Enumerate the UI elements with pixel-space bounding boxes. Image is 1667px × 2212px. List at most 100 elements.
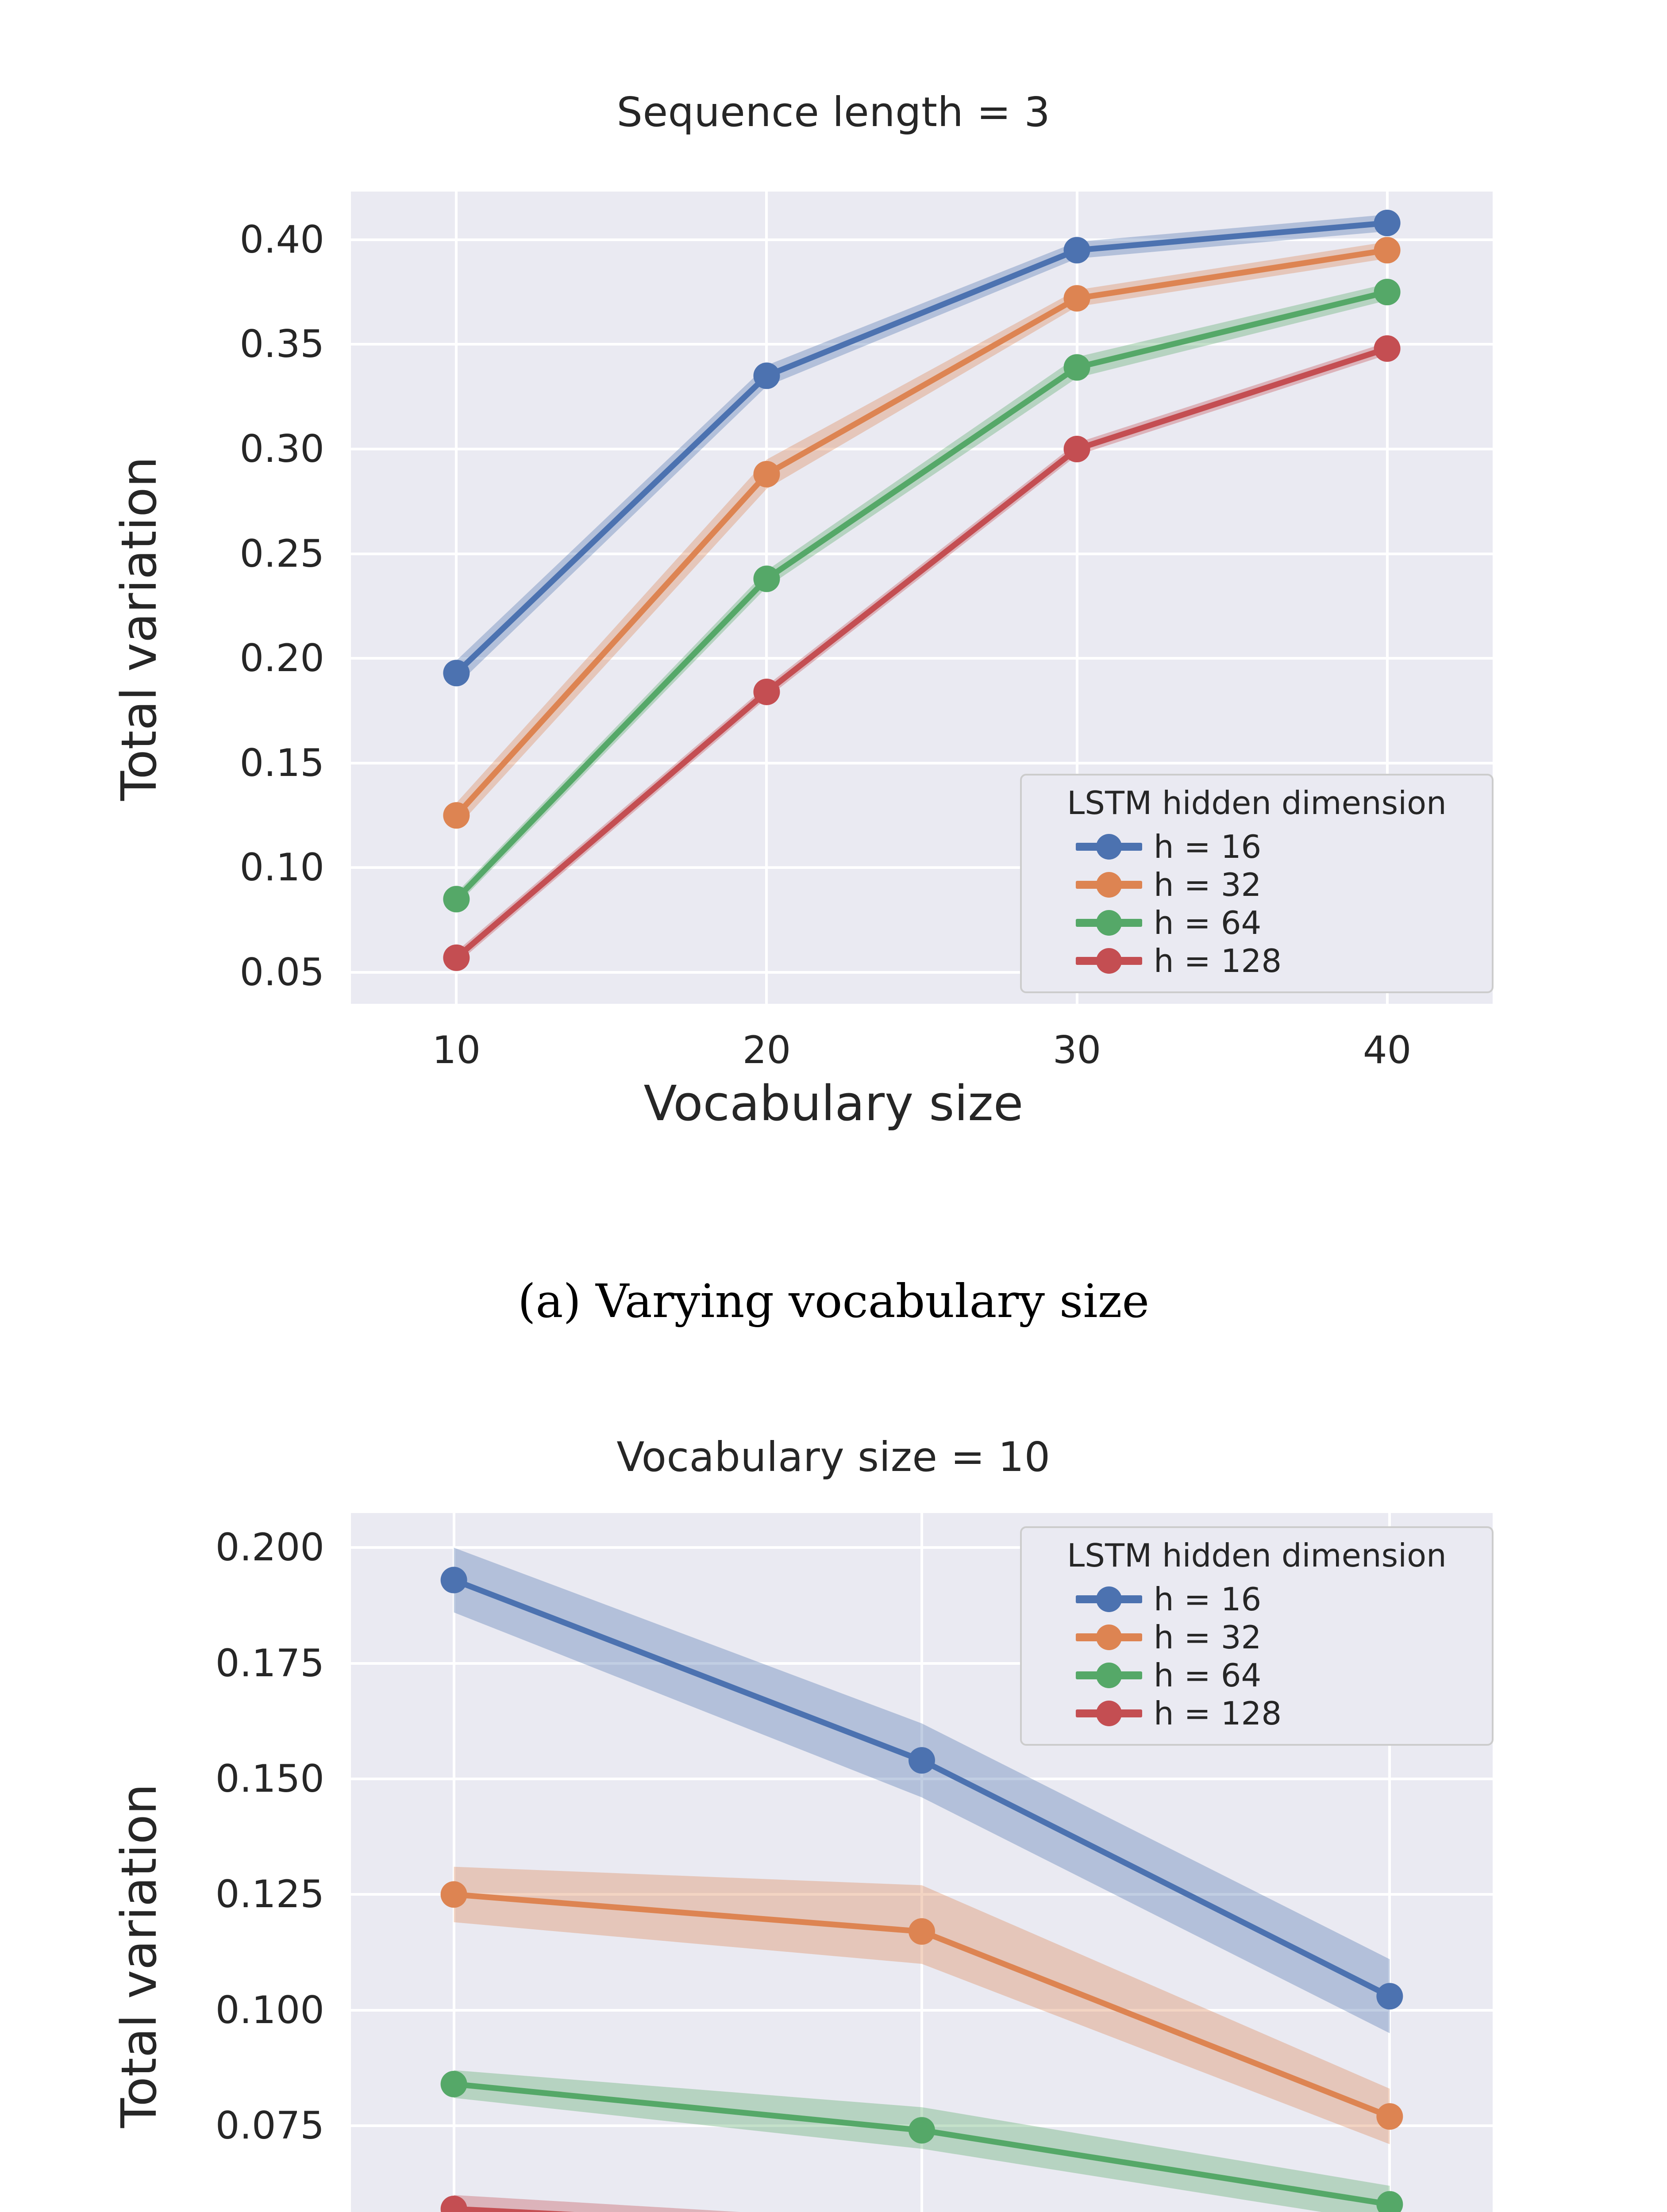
data-point-marker <box>443 944 470 971</box>
y-tick-label: 0.25 <box>239 531 324 576</box>
gridline-vertical <box>920 1513 923 2212</box>
y-tick-label: 0.075 <box>215 2103 324 2148</box>
y-tick-label: 0.05 <box>239 950 324 995</box>
y-axis-label-a: Total variation <box>111 456 167 801</box>
data-point-marker <box>753 678 780 705</box>
subfigure-a: Sequence length = 3 LSTM hidden dimensio… <box>0 0 1667 1371</box>
legend-marker-icon <box>1076 1595 1142 1603</box>
y-tick-label: 0.10 <box>239 845 324 890</box>
x-tick-label: 20 <box>742 1028 791 1072</box>
gridline-horizontal <box>351 971 1493 974</box>
data-point-marker <box>909 1918 935 1945</box>
subfigure-caption-a: (a) Varying vocabulary size <box>517 1274 1150 1328</box>
legend: LSTM hidden dimension h = 16 h = 32 h = 64 h… <box>1020 1526 1494 1746</box>
data-point-marker <box>1374 279 1401 306</box>
y-tick-label: 0.125 <box>215 1872 324 1917</box>
x-tick-label: 30 <box>1052 1028 1101 1072</box>
legend-item-label: h = 128 <box>1154 1695 1282 1732</box>
gridline-horizontal <box>351 761 1493 764</box>
y-tick-label: 0.20 <box>239 636 324 681</box>
y-tick-label: 0.35 <box>239 322 324 367</box>
legend-marker-icon <box>1076 881 1142 889</box>
y-tick-label: 0.30 <box>239 427 324 472</box>
gridline-vertical <box>1075 192 1078 1004</box>
data-point-marker <box>1063 354 1090 381</box>
y-tick-label: 0.175 <box>215 1641 324 1686</box>
legend-item-label: h = 64 <box>1154 904 1262 941</box>
data-point-marker <box>443 802 470 829</box>
data-point-marker <box>1374 209 1401 236</box>
series-line <box>453 346 1390 961</box>
y-axis-label-b: Total variation <box>111 1783 167 2128</box>
legend-item-label: h = 32 <box>1154 866 1262 903</box>
legend-item-128[interactable]: h = 128 <box>1035 942 1478 980</box>
data-point-marker <box>753 565 780 592</box>
legend-marker-icon <box>1076 843 1142 851</box>
gridline-vertical <box>452 1513 455 2212</box>
data-point-marker <box>753 362 780 389</box>
data-point-marker <box>1376 1983 1403 2010</box>
legend-title: LSTM hidden dimension <box>1067 1537 1447 1574</box>
chart-title-b: Vocabulary size = 10 <box>616 1433 1051 1481</box>
legend-item-32[interactable]: h = 32 <box>1035 1618 1478 1656</box>
gridline-horizontal <box>351 343 1493 346</box>
data-point-marker <box>440 1567 467 1594</box>
y-tick-label: 0.150 <box>215 1756 324 1801</box>
legend-marker-icon <box>1076 1671 1142 1679</box>
y-tick-label: 0.40 <box>239 217 324 262</box>
series-line <box>453 247 1390 818</box>
series-layer <box>440 1548 1403 2212</box>
legend-item-16[interactable]: h = 16 <box>1035 1580 1478 1618</box>
gridline-horizontal <box>351 657 1493 660</box>
legend-item-label: h = 64 <box>1154 1657 1262 1694</box>
gridline-horizontal <box>351 866 1493 869</box>
legend-item-label: h = 32 <box>1154 1619 1262 1656</box>
confidence-band <box>456 215 1387 686</box>
data-point-marker <box>1376 2103 1403 2130</box>
y-tick-label: 0.200 <box>215 1525 324 1570</box>
data-point-marker <box>440 1881 467 1908</box>
data-point-marker <box>1374 335 1401 362</box>
data-point-marker <box>1063 436 1090 463</box>
x-tick-label: 10 <box>432 1028 481 1072</box>
legend-marker-icon <box>1076 1633 1142 1641</box>
data-point-marker <box>909 2117 935 2144</box>
legend-item-128[interactable]: h = 128 <box>1035 1694 1478 1732</box>
legend-item-32[interactable]: h = 32 <box>1035 866 1478 904</box>
data-point-marker <box>909 1747 935 1774</box>
data-point-marker <box>1374 237 1401 264</box>
x-axis-label-a: Vocabulary size <box>643 1075 1024 1132</box>
data-point-marker <box>1063 237 1090 264</box>
x-tick-label: 40 <box>1363 1028 1412 1072</box>
gridline-vertical <box>1386 192 1389 1004</box>
legend-marker-icon <box>1076 919 1142 927</box>
data-point-marker <box>1063 285 1090 312</box>
subfigure-b: Vocabulary size = 10 LSTM hidden dimensi… <box>0 1371 1667 2212</box>
data-point-marker <box>753 461 780 488</box>
series-layer <box>443 209 1401 971</box>
gridline-vertical <box>1388 1513 1391 2212</box>
legend-item-label: h = 16 <box>1154 1581 1262 1618</box>
legend-marker-icon <box>1076 957 1142 965</box>
gridline-horizontal <box>351 552 1493 555</box>
plot-area-a: LSTM hidden dimension h = 16 h = 32 h = 64 h… <box>351 192 1494 1004</box>
data-point-marker <box>443 886 470 913</box>
legend-marker-icon <box>1076 1709 1142 1717</box>
legend-item-16[interactable]: h = 16 <box>1035 828 1478 866</box>
legend-title: LSTM hidden dimension <box>1067 784 1447 822</box>
data-point-marker <box>440 2196 467 2212</box>
gridline-horizontal <box>351 238 1493 241</box>
confidence-band <box>454 1866 1390 2144</box>
series-line <box>453 289 1390 902</box>
plot-area-b: LSTM hidden dimension h = 16 h = 32 h = 64 h… <box>351 1513 1494 2212</box>
data-point-marker <box>443 660 470 687</box>
data-point-marker <box>440 2070 467 2097</box>
legend: LSTM hidden dimension h = 16 h = 32 h = 64 h… <box>1020 774 1494 993</box>
gridline-vertical <box>765 192 768 1004</box>
legend-item-64[interactable]: h = 64 <box>1035 1656 1478 1694</box>
confidence-band <box>454 2195 740 2212</box>
legend-item-label: h = 16 <box>1154 828 1262 865</box>
legend-item-64[interactable]: h = 64 <box>1035 904 1478 942</box>
series-line <box>453 220 1390 676</box>
chart-title-a: Sequence length = 3 <box>616 88 1051 136</box>
